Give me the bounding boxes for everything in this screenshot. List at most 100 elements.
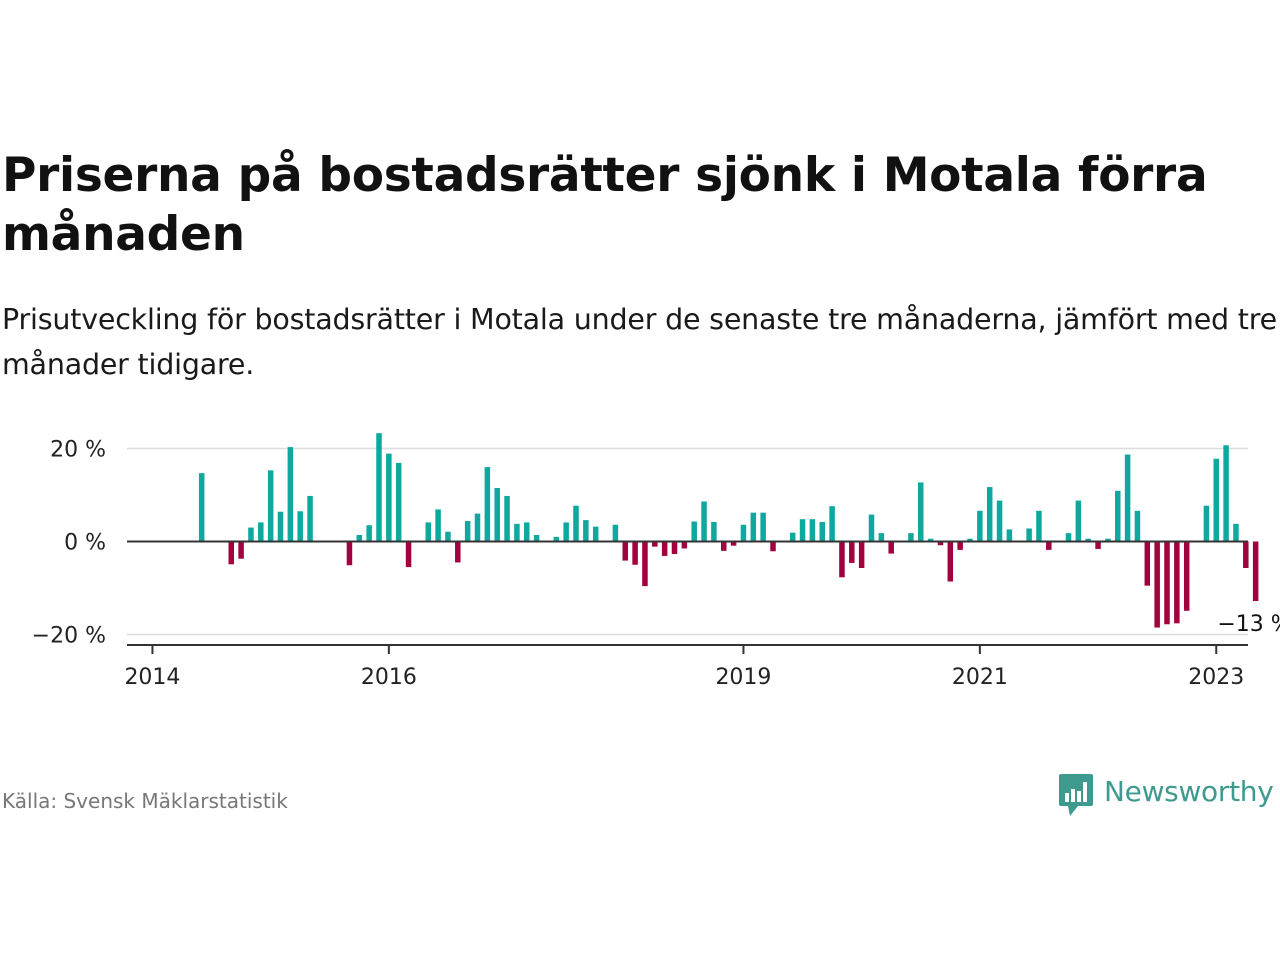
- x-axis-ticks: 2014 2016 2019 2021 2023: [124, 645, 1244, 690]
- bar: [740, 524, 747, 542]
- bar: [1105, 538, 1111, 542]
- bar: [1046, 541, 1052, 550]
- bar: [1134, 510, 1141, 542]
- bar: [701, 501, 707, 542]
- x-tick-label: 2021: [952, 665, 1008, 690]
- bar: [799, 519, 806, 542]
- bar: [386, 453, 392, 542]
- bar: [967, 538, 973, 542]
- bar: [839, 541, 845, 578]
- bar: [395, 462, 402, 542]
- newsworthy-logo-text: Newsworthy: [1104, 775, 1274, 808]
- bar: [228, 541, 234, 565]
- bar: [789, 532, 796, 542]
- bar: [494, 488, 500, 542]
- bar: [592, 526, 599, 542]
- bar: [750, 512, 757, 542]
- bar: [1036, 510, 1042, 542]
- x-tick-label: 2023: [1188, 665, 1244, 690]
- bars: [198, 433, 1259, 628]
- bar: [878, 533, 885, 542]
- bar: [711, 521, 717, 542]
- x-tick-label: 2014: [124, 665, 180, 690]
- bar: [524, 522, 530, 542]
- bar: [1203, 505, 1210, 542]
- bar: [868, 514, 875, 542]
- bar: [888, 541, 894, 554]
- bar: [671, 541, 678, 555]
- y-axis-tick-labels: 20 % 0 % −20 %: [32, 438, 106, 649]
- bar: [455, 541, 461, 563]
- source-note: Källa: Svensk Mäklarstatistik: [2, 789, 288, 813]
- bar: [376, 433, 382, 542]
- bar: [661, 541, 668, 556]
- last-value-label: −13 %: [1217, 612, 1280, 637]
- bar: [927, 538, 934, 542]
- bar: [287, 447, 294, 542]
- bar: [809, 519, 816, 542]
- bar: [346, 541, 353, 566]
- bar: [533, 534, 540, 542]
- bar: [622, 541, 628, 561]
- bar: [474, 513, 481, 542]
- chart-title: Priserna på bostadsrätter sjönk i Motala…: [2, 148, 1208, 262]
- bar: [425, 522, 431, 542]
- bar: [504, 495, 510, 542]
- bar: [366, 525, 372, 542]
- bar: [258, 522, 264, 542]
- x-tick-label: 2019: [715, 665, 771, 690]
- bar: [1026, 528, 1032, 542]
- bar: [553, 536, 560, 542]
- bar: [1065, 533, 1072, 542]
- bar: [307, 495, 313, 542]
- bar: [918, 482, 924, 542]
- bar: [829, 506, 835, 542]
- y-tick-label: 20 %: [50, 438, 106, 463]
- bar: [957, 541, 963, 550]
- bar: [297, 511, 303, 542]
- bar: [1124, 454, 1131, 542]
- bar: [721, 541, 727, 551]
- y-tick-label: 0 %: [64, 531, 106, 556]
- bar: [583, 520, 589, 542]
- bar: [937, 541, 944, 546]
- bar: [652, 541, 658, 547]
- bar: [996, 500, 1003, 542]
- bar: [464, 521, 471, 542]
- bar: [1164, 541, 1170, 625]
- bar: [1144, 541, 1151, 586]
- bar: [563, 522, 569, 542]
- gridlines: [127, 447, 1248, 636]
- bar: [1006, 529, 1013, 542]
- bar: [681, 541, 688, 549]
- bar: [986, 487, 993, 542]
- bar: [1075, 500, 1082, 542]
- bar: [484, 467, 491, 542]
- bar: [1252, 541, 1259, 602]
- bar: [267, 470, 274, 542]
- bar: [356, 534, 363, 542]
- bar: [770, 541, 776, 552]
- bar: [1095, 541, 1101, 549]
- bar: [760, 512, 766, 542]
- chart-subtitle: Prisutveckling för bostadsrätter i Motal…: [2, 303, 1278, 381]
- bar: [238, 541, 244, 559]
- bar: [858, 541, 865, 569]
- bar: [198, 473, 205, 542]
- bar: [1085, 538, 1091, 542]
- bar: [947, 541, 954, 582]
- bar: [1213, 458, 1219, 542]
- bar: [1183, 541, 1190, 611]
- bar: [977, 510, 983, 542]
- bar: [435, 509, 441, 542]
- bar: [248, 527, 254, 542]
- bar: [819, 521, 825, 542]
- bar: [849, 541, 855, 563]
- bar: [1233, 523, 1239, 542]
- bar: [1115, 490, 1121, 542]
- bar: [277, 511, 284, 542]
- newsworthy-logo[interactable]: Newsworthy: [1058, 773, 1274, 819]
- bar-chart: 20 % 0 % −20 % 2014 2016 2019 2021 2023 −13 %: [32, 433, 1280, 690]
- bar: [514, 523, 520, 542]
- bar: [1223, 445, 1229, 542]
